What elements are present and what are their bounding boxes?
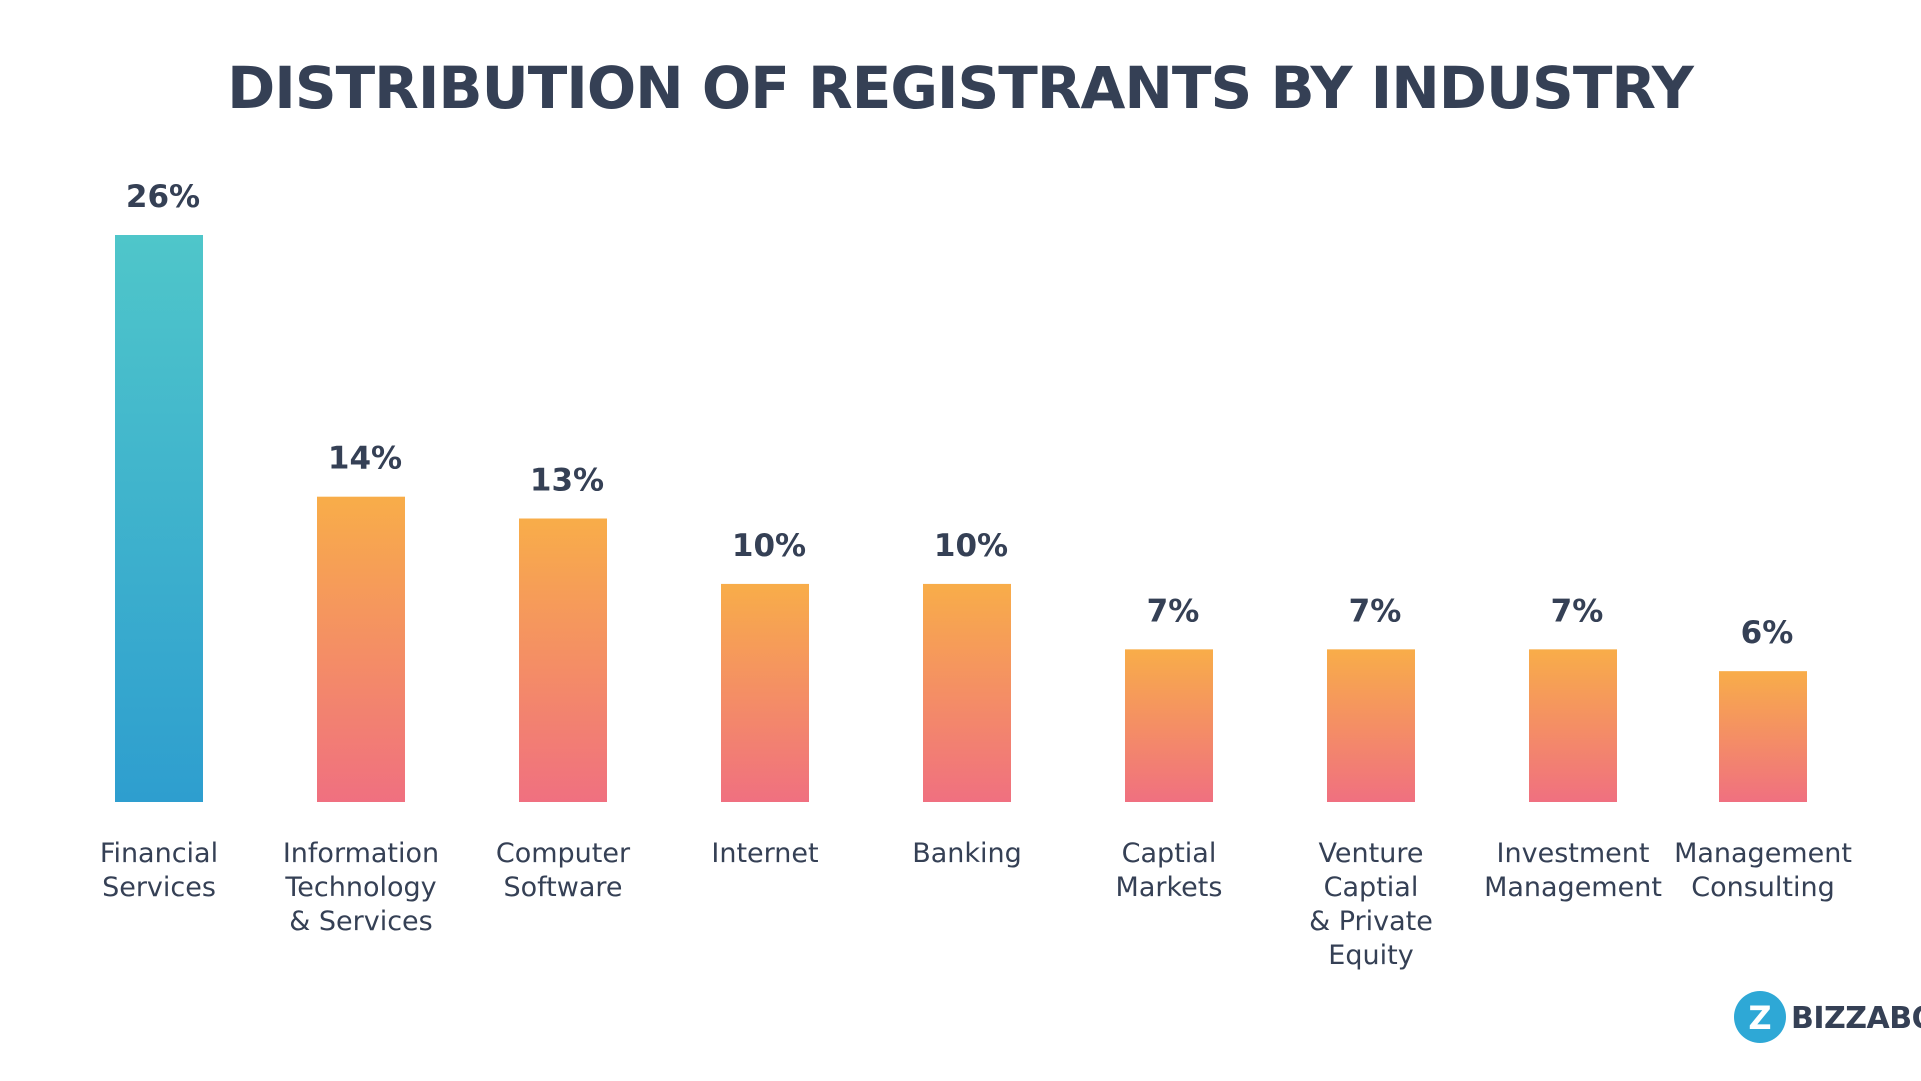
category-label-2: Computer Software — [496, 838, 631, 903]
category-label-line: Financial — [100, 838, 218, 869]
value-label-0: 26% — [126, 179, 200, 215]
bar-5 — [1125, 649, 1213, 802]
bar-0 — [115, 235, 203, 802]
bar-4 — [923, 583, 1011, 802]
category-label-0: Financial Services — [100, 838, 218, 903]
category-label-line: Management — [1674, 838, 1852, 869]
category-label-4: Banking — [912, 838, 1022, 869]
value-labels-layer: 26% 14% 13% 10% 10% 7% 7% 7% 6% — [126, 179, 1793, 651]
category-label-line: Consulting — [1691, 872, 1835, 903]
category-label-line: Management — [1484, 872, 1662, 903]
category-label-1: Information Technology & Services — [283, 838, 439, 937]
category-label-line: Information — [283, 838, 439, 869]
category-label-8: Management Consulting — [1674, 838, 1852, 903]
bar-1 — [317, 496, 405, 802]
brand-name: BIZZABO — [1791, 1001, 1921, 1036]
category-label-line: Captial — [1324, 872, 1419, 903]
value-label-8: 6% — [1741, 615, 1794, 651]
value-label-5: 7% — [1147, 593, 1200, 629]
category-label-line: Software — [503, 872, 622, 903]
category-label-line: Internet — [711, 838, 818, 869]
category-label-5: Captial Markets — [1116, 838, 1223, 903]
category-label-line: Technology — [284, 872, 436, 903]
value-label-7: 7% — [1551, 593, 1604, 629]
value-label-1: 14% — [328, 441, 402, 477]
category-label-line: & Services — [289, 906, 433, 937]
bizzabo-logo-glyph: Z — [1748, 999, 1771, 1037]
value-label-4: 10% — [934, 528, 1008, 564]
value-label-6: 7% — [1349, 593, 1402, 629]
category-label-line: Venture — [1319, 838, 1424, 869]
category-label-line: Captial — [1122, 838, 1217, 869]
category-label-7: Investment Management — [1484, 838, 1662, 903]
category-label-line: & Private — [1309, 906, 1433, 937]
bizzabo-logo-icon — [1734, 991, 1786, 1043]
bar-6 — [1327, 649, 1415, 802]
category-label-6: Venture Captial & Private Equity — [1309, 838, 1433, 971]
category-label-line: Services — [102, 872, 216, 903]
category-label-line: Equity — [1328, 940, 1413, 971]
category-label-line: Investment — [1497, 838, 1650, 869]
bar-7 — [1529, 649, 1617, 802]
bar-8 — [1719, 671, 1807, 802]
chart-title: DISTRIBUTION OF REGISTRANTS BY INDUSTRY — [227, 54, 1695, 122]
category-label-3: Internet — [711, 838, 818, 869]
category-label-line: Banking — [912, 838, 1022, 869]
bar-2 — [519, 518, 607, 802]
brand-logo: Z BIZZABO — [1734, 991, 1921, 1043]
value-label-2: 13% — [530, 463, 604, 499]
category-label-line: Markets — [1116, 872, 1223, 903]
bars-layer — [115, 235, 1807, 802]
bar-3 — [721, 583, 809, 802]
category-label-line: Computer — [496, 838, 631, 869]
value-label-3: 10% — [732, 528, 806, 564]
